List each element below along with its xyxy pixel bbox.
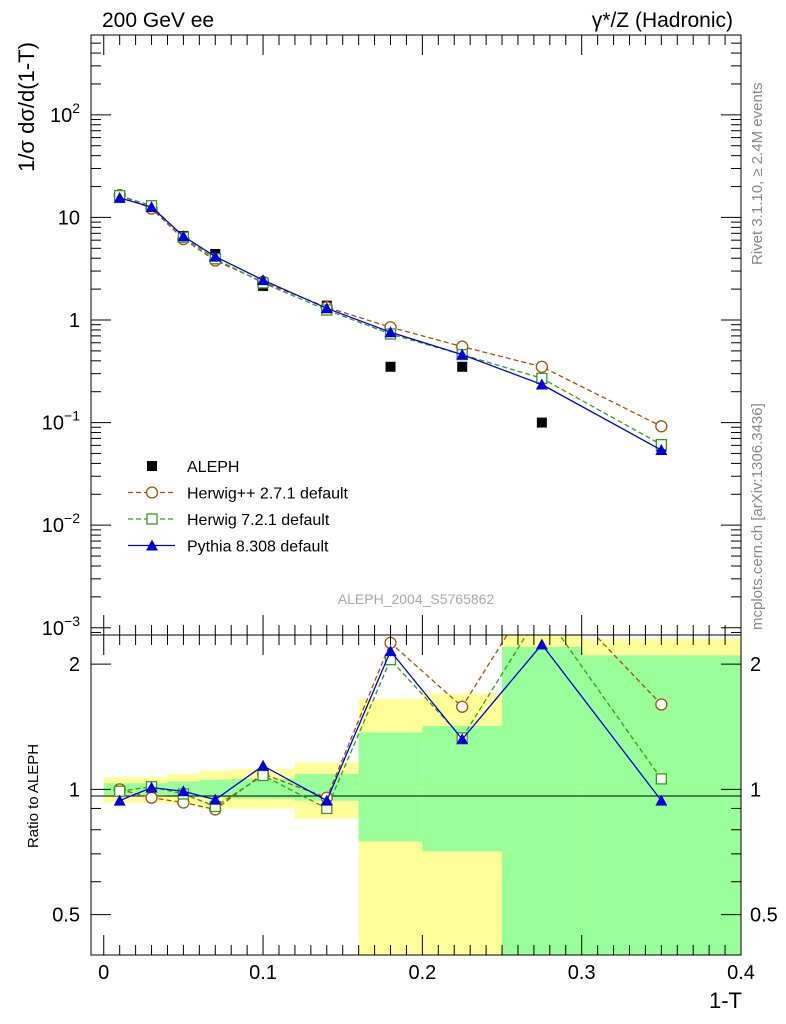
- upper-plot-area: [113, 188, 668, 456]
- ratio-y-tick-label-right: 2: [750, 654, 761, 676]
- lower-pythia-8-308-default-point: [209, 793, 222, 805]
- upper-pythia-8-308-default-point: [257, 274, 270, 286]
- y-tick-label: 10−3: [42, 613, 80, 640]
- analysis-id-label: ALEPH_2004_S5765862: [338, 591, 495, 607]
- legend-marker-herwig-7-2-1-default: [146, 513, 158, 525]
- legend-label-pythia-8-308-default: Pythia 8.308 default: [187, 539, 329, 556]
- lower-herwig-2-7-1-default-point: [145, 791, 158, 804]
- lower-axes: 0.5 0.5 1 1 2 2 0 0.1 0.2 0.3 0.4: [52, 635, 778, 984]
- y-tick-label-base: 10: [42, 515, 64, 537]
- y-tick-label-exponent: 2: [72, 100, 80, 116]
- ratio-y-tick-label-left: 0.5: [52, 905, 80, 927]
- upper-aleph-point: [457, 361, 468, 372]
- ratio-y-tick-label-left: 2: [69, 654, 80, 676]
- y-tick-label-exponent: −1: [64, 408, 80, 424]
- lower-pythia-8-308-default-point: [113, 794, 126, 806]
- upper-aleph-point: [385, 361, 396, 372]
- lower-plot-area: [113, 635, 668, 816]
- upper-herwig-2-7-1-default-point: [535, 360, 549, 373]
- lower-frame: [90, 634, 742, 956]
- lower-pythia-8-308-default-point: [177, 785, 190, 797]
- upper-pythia-8-308-default-point: [209, 250, 222, 262]
- x-axis-label: 1-T: [709, 988, 742, 1013]
- x-tick-label: 0: [98, 962, 109, 984]
- mcplots-label: mcplots.cern.ch [arXiv:1306.3436]: [749, 403, 766, 630]
- y-tick-label: 10: [58, 207, 80, 229]
- upper-herwig-2-7-1-default-point: [655, 420, 668, 433]
- lower-herwig-2-7-1-default-point: [456, 700, 469, 713]
- upper-pythia-8-308-default-point: [177, 230, 190, 242]
- lower-pythia-8-308-default-point: [655, 794, 668, 806]
- upper-pythia-8-308-default-point: [320, 302, 333, 314]
- ratio-y-tick-label-left: 1: [69, 779, 80, 801]
- upper-y-axis-label: 1/σ dσ/d(1-T): [14, 42, 39, 172]
- rivet-version-label: Rivet 3.1.10, ≥ 2.4M events: [749, 83, 766, 266]
- ratio-y-tick-label-right: 1: [750, 779, 761, 801]
- lower-pythia-8-308-default-point: [257, 759, 270, 771]
- y-tick-label-exponent: −2: [64, 510, 80, 526]
- lower-herwig-2-7-1-default-point: [655, 698, 668, 711]
- y-tick-label-base: 1: [69, 310, 80, 332]
- header-right-label: γ*/Z (Hadronic): [592, 9, 733, 32]
- x-tick-label: 0.3: [568, 962, 596, 984]
- lower-pythia-8-308-default-point: [535, 638, 548, 650]
- upper-herwig-2-7-1-default-line: [119, 194, 662, 427]
- y-tick-label-base: 10: [42, 413, 64, 435]
- upper-pythia-8-308-default-line: [119, 197, 662, 451]
- lower-uncertainty-bands: [103, 635, 741, 955]
- legend-marker-herwig-2-7-1-default: [145, 486, 159, 499]
- x-tick-label: 0.2: [408, 962, 436, 984]
- y-tick-label-exponent: −3: [64, 613, 80, 629]
- lower-herwig-7-2-1-default-point: [655, 773, 667, 785]
- green-band: [502, 646, 582, 955]
- legend: ALEPH Herwig++ 2.7.1 default Herwig 7.2.1 …: [128, 459, 349, 556]
- upper-pythia-8-308-default-point: [655, 444, 668, 456]
- legend-marker-pythia-8-308-default: [146, 539, 158, 551]
- legend-label-herwig-2-7-1-default: Herwig++ 2.7.1 default: [187, 486, 349, 503]
- x-tick-label: 0.4: [727, 962, 755, 984]
- lower-y-axis-label: Ratio to ALEPH: [25, 744, 42, 848]
- y-tick-label: 1: [69, 310, 80, 332]
- lower-pythia-8-308-default-line: [119, 643, 662, 802]
- lower-pythia-8-308-default-point: [384, 645, 397, 657]
- green-band: [231, 778, 295, 799]
- lower-herwig-7-2-1-default-line: [119, 635, 662, 810]
- green-band: [358, 732, 423, 842]
- y-tick-label: 10−1: [42, 408, 80, 435]
- upper-pythia-8-308-default-point: [113, 191, 126, 203]
- lower-pythia-8-308-default-point: [320, 794, 333, 806]
- header-left-label: 200 GeV ee: [102, 9, 214, 32]
- lower-herwig-7-2-1-default-point: [257, 769, 269, 782]
- lower-pythia-8-308-default-point: [456, 733, 469, 745]
- legend-label-aleph: ALEPH: [187, 459, 239, 476]
- upper-herwig-7-2-1-default-line: [119, 195, 662, 446]
- lower-panel: 0.5 0.5 1 1 2 2 0 0.1 0.2 0.3 0.4 Ratio to ALEPH 1…: [25, 634, 778, 1013]
- y-tick-label-base: 10: [58, 207, 80, 229]
- upper-aleph-point: [536, 417, 547, 428]
- y-tick-label: 10−2: [42, 510, 80, 537]
- upper-pythia-8-308-default-point: [456, 348, 469, 360]
- y-tick-label-base: 10: [50, 105, 72, 127]
- upper-pythia-8-308-default-point: [535, 378, 548, 390]
- ratio-y-tick-label-right: 0.5: [750, 905, 778, 927]
- green-band: [422, 726, 503, 852]
- legend-label-herwig-7-2-1-default: Herwig 7.2.1 default: [187, 512, 330, 529]
- lower-pythia-8-308-default-point: [145, 781, 158, 793]
- x-tick-label: 0.1: [249, 962, 277, 984]
- upper-pythia-8-308-default-point: [145, 201, 158, 213]
- y-tick-label-base: 10: [42, 618, 64, 640]
- upper-pythia-8-308-default-point: [384, 326, 397, 338]
- legend-marker-aleph: [147, 461, 157, 471]
- y-tick-label: 102: [50, 100, 80, 127]
